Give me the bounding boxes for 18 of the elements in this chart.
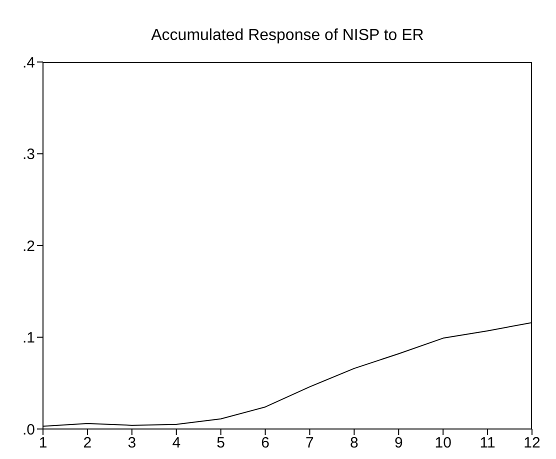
x-tick-label: 5 <box>216 434 225 452</box>
y-tick-label: .2 <box>22 238 35 255</box>
x-tick-label: 1 <box>38 434 48 452</box>
y-tick-label: .1 <box>22 330 35 347</box>
x-tick-label: 12 <box>524 434 540 452</box>
x-tick-label: 10 <box>434 434 452 452</box>
x-tick-label: 7 <box>306 434 314 452</box>
x-tick-label: 3 <box>128 434 136 452</box>
chart-title: Accumulated Response of NISP to ER <box>150 27 425 45</box>
x-tick-label: 11 <box>480 434 496 452</box>
y-tick-label: .4 <box>22 54 35 72</box>
x-tick-label: 2 <box>83 434 92 452</box>
y-tick-label: .0 <box>22 421 35 438</box>
x-tick-label: 4 <box>172 434 181 452</box>
x-tick-label: 8 <box>350 434 358 452</box>
x-tick-label: 9 <box>394 434 403 452</box>
x-tick-label: 6 <box>261 434 270 452</box>
y-tick-label: .3 <box>22 146 35 164</box>
